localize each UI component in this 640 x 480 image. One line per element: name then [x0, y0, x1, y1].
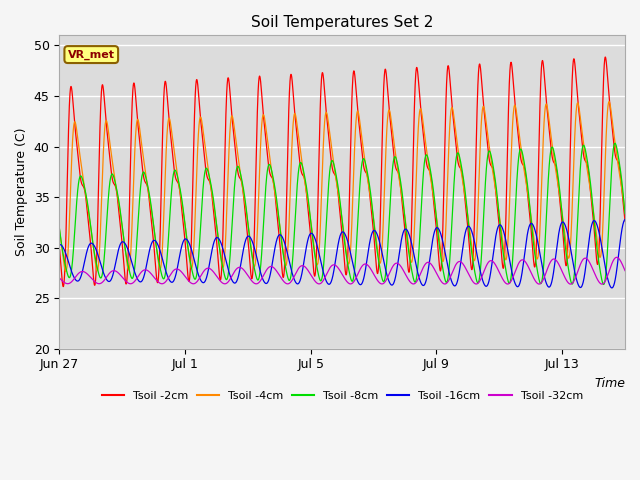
- Tsoil -8cm: [397, 184, 405, 190]
- Tsoil -32cm: [598, 281, 605, 287]
- Tsoil -8cm: [600, 282, 607, 288]
- Tsoil -8cm: [621, 211, 629, 216]
- Tsoil -32cm: [568, 281, 575, 287]
- Tsoil -2cm: [56, 243, 63, 249]
- Tsoil -2cm: [60, 284, 67, 289]
- Line: Tsoil -32cm: Tsoil -32cm: [60, 257, 625, 284]
- Tsoil -32cm: [397, 264, 405, 270]
- Tsoil -2cm: [408, 228, 415, 233]
- Tsoil -4cm: [62, 269, 70, 275]
- Tsoil -32cm: [213, 274, 221, 280]
- Tsoil -4cm: [568, 225, 575, 230]
- Line: Tsoil -16cm: Tsoil -16cm: [60, 219, 625, 288]
- Tsoil -2cm: [621, 218, 629, 224]
- Tsoil -2cm: [568, 101, 575, 107]
- Tsoil -16cm: [568, 250, 575, 255]
- Line: Tsoil -8cm: Tsoil -8cm: [60, 144, 625, 285]
- Tsoil -2cm: [621, 216, 628, 222]
- Y-axis label: Soil Temperature (C): Soil Temperature (C): [15, 128, 28, 256]
- Title: Soil Temperatures Set 2: Soil Temperatures Set 2: [251, 15, 433, 30]
- Tsoil -16cm: [608, 285, 616, 291]
- Tsoil -4cm: [214, 228, 221, 234]
- Tsoil -16cm: [213, 235, 221, 240]
- Line: Tsoil -4cm: Tsoil -4cm: [60, 102, 625, 272]
- Tsoil -2cm: [397, 193, 405, 199]
- Tsoil -4cm: [56, 225, 63, 231]
- Tsoil -16cm: [177, 249, 184, 254]
- Tsoil -2cm: [602, 54, 609, 60]
- Tsoil -32cm: [56, 275, 63, 281]
- Tsoil -4cm: [621, 208, 629, 214]
- Tsoil -8cm: [621, 209, 628, 215]
- Tsoil -32cm: [613, 254, 621, 260]
- Tsoil -32cm: [177, 268, 184, 274]
- Tsoil -8cm: [611, 141, 619, 146]
- Tsoil -4cm: [605, 99, 613, 105]
- Tsoil -8cm: [56, 225, 63, 230]
- Legend: Tsoil -2cm, Tsoil -4cm, Tsoil -8cm, Tsoil -16cm, Tsoil -32cm: Tsoil -2cm, Tsoil -4cm, Tsoil -8cm, Tsoi…: [97, 387, 588, 406]
- Text: VR_met: VR_met: [68, 49, 115, 60]
- Tsoil -8cm: [568, 280, 575, 286]
- Tsoil -4cm: [397, 191, 405, 196]
- Tsoil -8cm: [408, 265, 415, 271]
- Tsoil -8cm: [213, 228, 221, 234]
- Tsoil -16cm: [621, 216, 629, 222]
- Tsoil -32cm: [621, 267, 628, 273]
- Tsoil -2cm: [214, 248, 221, 253]
- Tsoil -32cm: [408, 280, 415, 286]
- Tsoil -32cm: [621, 268, 629, 274]
- Tsoil -8cm: [177, 188, 184, 194]
- X-axis label: Time: Time: [594, 377, 625, 390]
- Line: Tsoil -2cm: Tsoil -2cm: [60, 57, 625, 287]
- Tsoil -16cm: [408, 239, 415, 245]
- Tsoil -16cm: [397, 238, 405, 243]
- Tsoil -4cm: [408, 260, 415, 265]
- Tsoil -2cm: [177, 195, 184, 201]
- Tsoil -16cm: [621, 217, 628, 223]
- Tsoil -4cm: [177, 192, 184, 198]
- Tsoil -16cm: [56, 242, 63, 248]
- Tsoil -4cm: [621, 207, 628, 213]
